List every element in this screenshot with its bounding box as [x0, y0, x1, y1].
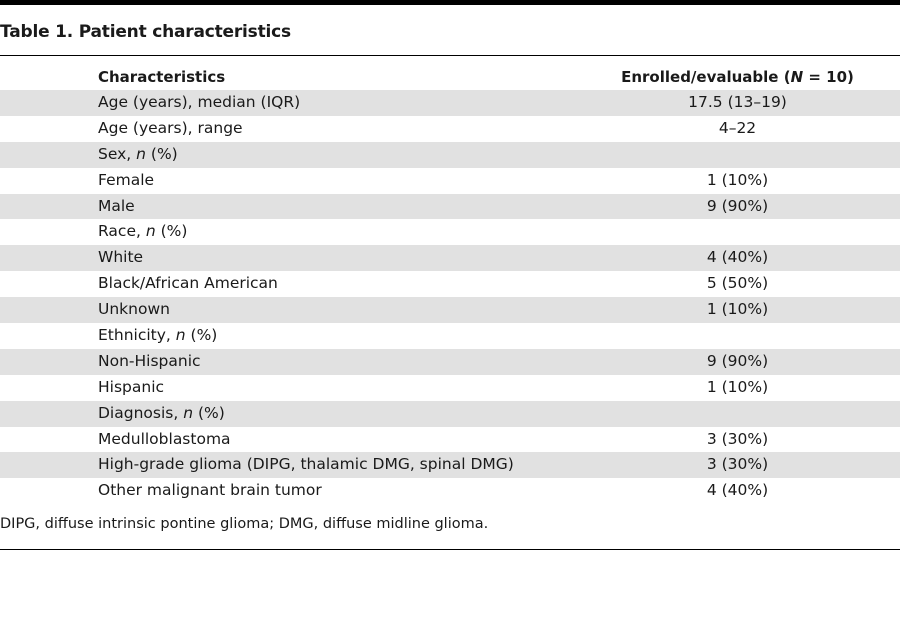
row-label: Age (years), median (IQR) — [98, 93, 301, 111]
row-value: 4 (40%) — [706, 248, 769, 267]
table-row: Female 1 (10%) — [0, 168, 900, 194]
header-enrolled-evaluable: Enrolled/evaluable (N = 10) — [580, 68, 895, 86]
table-row: Male 9 (90%) — [0, 193, 900, 220]
row-value: 3 (30%) — [706, 455, 769, 474]
table-row: Non-Hispanic 9 (90%) — [0, 348, 900, 375]
row-label-italic: n — [183, 403, 194, 422]
table-row-group-header: Race, n (%) — [0, 219, 900, 245]
row-value: 4 (40%) — [706, 481, 769, 500]
table-row: Medulloblastoma 3 (30%) — [0, 427, 900, 453]
table-row-group-header: Ethnicity, n (%) — [0, 323, 900, 349]
row-label-prefix: Diagnosis, — [98, 403, 184, 422]
table-row: Hispanic 1 (10%) — [0, 375, 900, 401]
row-label: Medulloblastoma — [98, 429, 231, 448]
row-label: Age (years), range — [98, 118, 243, 137]
top-rule — [0, 0, 900, 5]
row-label-suffix: (%) — [185, 326, 218, 345]
table-header-row: Characteristics Enrolled/evaluable (N = … — [0, 64, 900, 90]
table-body: Age (years), median (IQR) 17.5 (13–19) A… — [0, 90, 900, 504]
row-value: 9 (90%) — [706, 351, 769, 370]
row-value: 1 (10%) — [706, 377, 769, 396]
table-row: Age (years), median (IQR) 17.5 (13–19) — [0, 90, 900, 116]
row-value: 1 (10%) — [706, 170, 769, 189]
row-label-italic: n — [175, 326, 186, 345]
row-label: Ethnicity, n (%) — [98, 326, 217, 344]
bottom-rule — [0, 549, 900, 550]
table-row-group-header: Sex, n (%) — [0, 141, 900, 168]
header-value-prefix: Enrolled/evaluable ( — [621, 68, 791, 86]
row-label: High-grade glioma (DIPG, thalamic DMG, s… — [98, 455, 514, 474]
table-row: Age (years), range 4–22 — [0, 116, 900, 142]
header-value-n: N — [790, 68, 804, 86]
row-label-suffix: (%) — [155, 222, 188, 241]
row-value: 3 (30%) — [706, 429, 769, 448]
title-rule — [0, 55, 900, 56]
row-label: Diagnosis, n (%) — [98, 404, 225, 422]
row-label: Unknown — [98, 300, 170, 319]
table-footnote: DIPG, diffuse intrinsic pontine glioma; … — [0, 516, 489, 532]
row-label-suffix: (%) — [193, 403, 225, 422]
row-label: White — [98, 248, 144, 267]
row-label: Other malignant brain tumor — [98, 481, 322, 500]
row-value: 9 (90%) — [706, 196, 769, 215]
table-row-group-header: Diagnosis, n (%) — [0, 400, 900, 427]
row-label: Hispanic — [98, 377, 165, 396]
header-value-suffix: = 10) — [803, 68, 854, 86]
table-row: White 4 (40%) — [0, 245, 900, 272]
row-label-prefix: Sex, — [98, 144, 137, 163]
row-label: Sex, n (%) — [98, 145, 178, 163]
table-row: Other malignant brain tumor 4 (40%) — [0, 478, 900, 504]
row-label: Male — [98, 196, 135, 215]
row-value: 4–22 — [718, 118, 757, 137]
row-label-prefix: Ethnicity, — [98, 326, 176, 345]
row-label-prefix: Race, — [98, 222, 146, 241]
row-label: Black/African American — [98, 274, 278, 293]
row-label: Female — [98, 170, 155, 189]
row-value: 1 (10%) — [706, 300, 769, 319]
header-characteristics: Characteristics — [98, 68, 226, 86]
row-label-suffix: (%) — [145, 144, 178, 163]
table-row: Black/African American 5 (50%) — [0, 271, 900, 297]
row-label: Non-Hispanic — [98, 351, 201, 370]
row-label-italic: n — [136, 144, 146, 163]
table-title: Table 1. Patient characteristics — [0, 22, 291, 42]
row-label-italic: n — [145, 222, 156, 241]
table-row: High-grade glioma (DIPG, thalamic DMG, s… — [0, 452, 900, 479]
table-row: Unknown 1 (10%) — [0, 297, 900, 324]
row-value: 5 (50%) — [706, 274, 769, 293]
row-value: 17.5 (13–19) — [688, 93, 787, 111]
row-label: Race, n (%) — [98, 222, 187, 240]
